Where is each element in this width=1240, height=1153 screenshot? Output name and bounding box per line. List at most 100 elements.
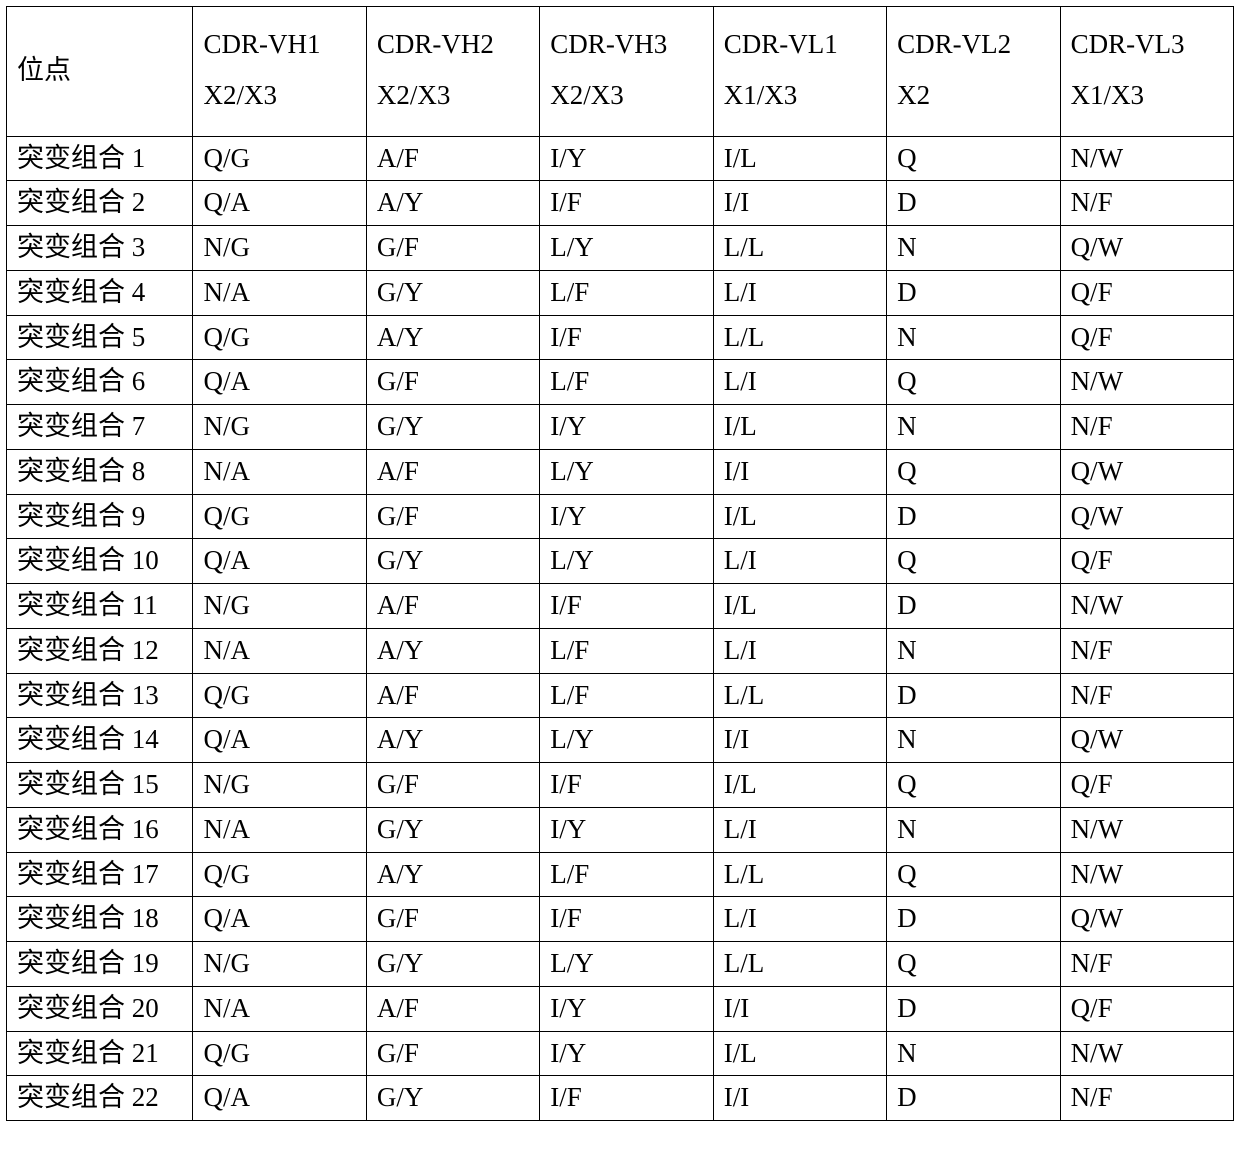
cell: G/F (366, 1031, 539, 1076)
cell: L/I (713, 807, 886, 852)
row-label: 突变组合 6 (7, 360, 193, 405)
row-label: 突变组合 22 (7, 1076, 193, 1121)
cell: N/F (1060, 628, 1233, 673)
cell: D (887, 986, 1060, 1031)
cell: G/F (366, 360, 539, 405)
cell: L/L (713, 226, 886, 271)
cell: L/F (540, 360, 713, 405)
cell: A/Y (366, 628, 539, 673)
row-label: 突变组合 12 (7, 628, 193, 673)
cell: I/I (713, 718, 886, 763)
cell: N/A (193, 270, 366, 315)
row-label: 突变组合 5 (7, 315, 193, 360)
cell: Q/G (193, 1031, 366, 1076)
cell: N/A (193, 807, 366, 852)
cell: I/F (540, 584, 713, 629)
table-row: 突变组合 7N/GG/YI/YI/LNN/F (7, 405, 1234, 450)
cell: G/Y (366, 807, 539, 852)
cell: Q/A (193, 539, 366, 584)
col-header-cdr-vh2: CDR-VH2 X2/X3 (366, 7, 539, 137)
cell: I/F (540, 181, 713, 226)
cell: Q/A (193, 360, 366, 405)
cell: N (887, 315, 1060, 360)
cell: N/W (1060, 584, 1233, 629)
col-header-site: 位点 (7, 7, 193, 137)
col-header-cdr-vl2: CDR-VL2 X2 (887, 7, 1060, 137)
cell: G/Y (366, 405, 539, 450)
cell: L/Y (540, 449, 713, 494)
table-row: 突变组合 8N/AA/FL/YI/IQQ/W (7, 449, 1234, 494)
cell: D (887, 584, 1060, 629)
cell: L/I (713, 270, 886, 315)
cell: L/F (540, 270, 713, 315)
cell: L/L (713, 673, 886, 718)
cell: Q/F (1060, 763, 1233, 808)
cell: L/I (713, 360, 886, 405)
cell: I/L (713, 584, 886, 629)
cell: I/Y (540, 807, 713, 852)
cell: G/Y (366, 1076, 539, 1121)
cell: I/Y (540, 986, 713, 1031)
cell: Q (887, 449, 1060, 494)
cell: N/F (1060, 405, 1233, 450)
row-label: 突变组合 14 (7, 718, 193, 763)
cell: Q/F (1060, 986, 1233, 1031)
cell: N/G (193, 763, 366, 808)
cell: L/L (713, 942, 886, 987)
table-row: 突变组合 4N/AG/YL/FL/IDQ/F (7, 270, 1234, 315)
table-row: 突变组合 9Q/GG/FI/YI/LDQ/W (7, 494, 1234, 539)
table-row: 突变组合 22Q/AG/YI/FI/IDN/F (7, 1076, 1234, 1121)
table-row: 突变组合 11N/GA/FI/FI/LDN/W (7, 584, 1234, 629)
cell: Q/G (193, 673, 366, 718)
row-label: 突变组合 7 (7, 405, 193, 450)
cell: N/A (193, 628, 366, 673)
cell: G/F (366, 763, 539, 808)
cell: A/F (366, 986, 539, 1031)
cell: N/A (193, 449, 366, 494)
cell: I/L (713, 1031, 886, 1076)
cell: N (887, 807, 1060, 852)
cdr-mutation-table: 位点 CDR-VH1 X2/X3 CDR-VH2 X2/X3 CDR-VH3 X… (6, 6, 1234, 1121)
table-body: 突变组合 1Q/GA/FI/YI/LQN/W突变组合 2Q/AA/YI/FI/I… (7, 136, 1234, 1121)
cell: N (887, 628, 1060, 673)
table-row: 突变组合 5Q/GA/YI/FL/LNQ/F (7, 315, 1234, 360)
cell: N/F (1060, 942, 1233, 987)
table-row: 突变组合 15N/GG/FI/FI/LQQ/F (7, 763, 1234, 808)
cell: L/I (713, 628, 886, 673)
cell: Q/A (193, 897, 366, 942)
col-header-cdr-vh1: CDR-VH1 X2/X3 (193, 7, 366, 137)
cell: I/L (713, 494, 886, 539)
col-header-line2: X2/X3 (377, 70, 529, 121)
row-label: 突变组合 19 (7, 942, 193, 987)
cell: I/I (713, 986, 886, 1031)
cell: Q/G (193, 852, 366, 897)
table-row: 突变组合 10Q/AG/YL/YL/IQQ/F (7, 539, 1234, 584)
cell: N/W (1060, 852, 1233, 897)
table-row: 突变组合 6Q/AG/FL/FL/IQN/W (7, 360, 1234, 405)
cell: A/Y (366, 852, 539, 897)
cell: I/L (713, 763, 886, 808)
cell: N (887, 718, 1060, 763)
cell: A/Y (366, 315, 539, 360)
cell: G/F (366, 226, 539, 271)
cell: G/Y (366, 539, 539, 584)
row-label: 突变组合 1 (7, 136, 193, 181)
col-header-line2: X1/X3 (1071, 70, 1223, 121)
cell: Q (887, 136, 1060, 181)
cell: N/W (1060, 360, 1233, 405)
row-label: 突变组合 8 (7, 449, 193, 494)
table-row: 突变组合 14Q/AA/YL/YI/INQ/W (7, 718, 1234, 763)
cell: N (887, 405, 1060, 450)
cell: Q/A (193, 1076, 366, 1121)
col-header-cdr-vh3: CDR-VH3 X2/X3 (540, 7, 713, 137)
col-header-line1: 位点 (17, 45, 182, 96)
col-header-line2: X1/X3 (724, 70, 876, 121)
row-label: 突变组合 20 (7, 986, 193, 1031)
cell: L/F (540, 852, 713, 897)
row-label: 突变组合 9 (7, 494, 193, 539)
cell: A/F (366, 136, 539, 181)
cell: Q/W (1060, 718, 1233, 763)
cell: I/F (540, 763, 713, 808)
table-row: 突变组合 12N/AA/YL/FL/INN/F (7, 628, 1234, 673)
cell: A/F (366, 584, 539, 629)
